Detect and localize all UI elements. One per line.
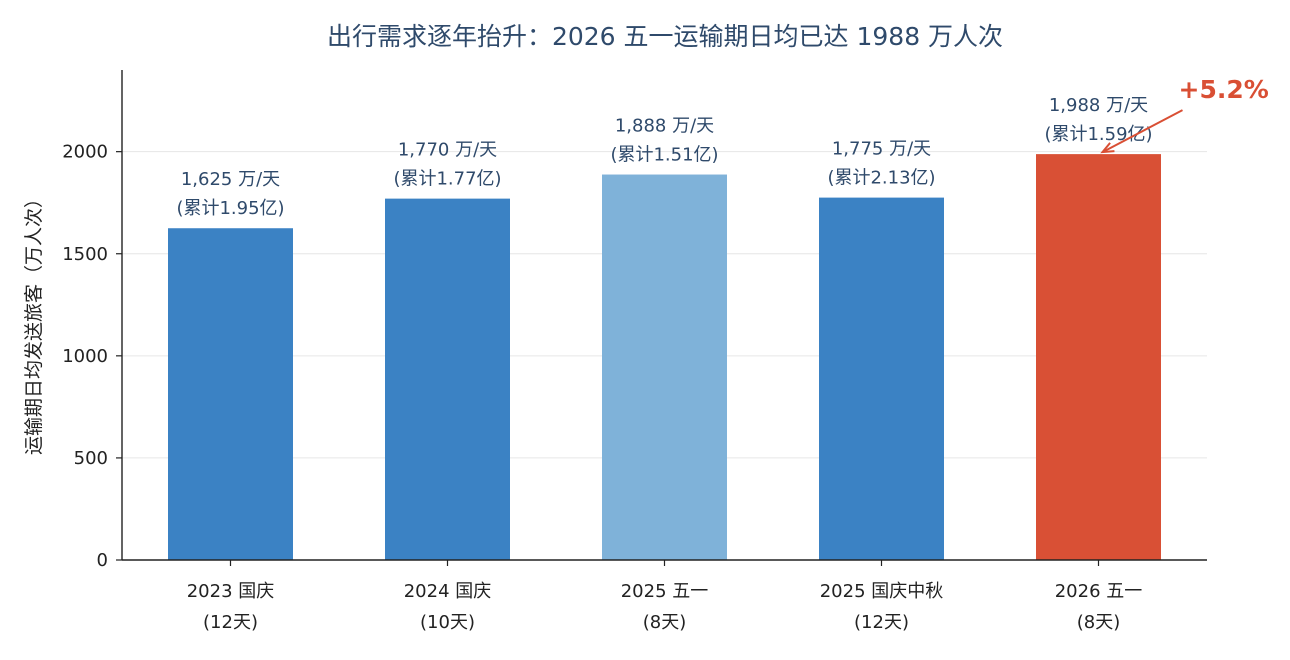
bar	[1036, 154, 1161, 560]
x-ticks-group: 2023 国庆 (12天) 2024 国庆 (10天) 2025 五一 (8天) 2025 …	[187, 560, 1143, 633]
x-tick-label: 2025 五一	[621, 581, 709, 602]
data-label-total: (累计2.13亿)	[827, 168, 935, 189]
x-tick-sublabel: (12天)	[854, 612, 909, 633]
x-tick-label: 2023 国庆	[187, 581, 275, 602]
data-label-total: (累计1.51亿)	[610, 145, 718, 166]
bar	[819, 197, 944, 560]
bar	[602, 174, 727, 561]
x-tick-sublabel: (8天)	[1077, 612, 1121, 633]
data-label-daily: 1,625 万/天	[181, 169, 280, 190]
data-label-daily: 1,988 万/天	[1049, 95, 1148, 116]
data-label-total: (累计1.95亿)	[176, 198, 284, 219]
y-tick-label: 0	[97, 550, 108, 571]
x-tick-label: 2026 五一	[1055, 581, 1143, 602]
annotation-text: +5.2%	[1179, 75, 1269, 104]
bar	[168, 228, 293, 560]
y-ticks-group: 0 500 1000 1500 2000	[62, 142, 122, 571]
x-tick-sublabel: (12天)	[203, 612, 258, 633]
x-tick-label: 2024 国庆	[404, 581, 492, 602]
data-label-total: (累计1.77亿)	[393, 169, 501, 190]
x-tick-sublabel: (10天)	[420, 612, 475, 633]
y-tick-label: 1000	[62, 346, 108, 367]
data-labels-group: 1,625 万/天 (累计1.95亿) 1,770 万/天 (累计1.77亿) 1,88…	[176, 95, 1152, 219]
y-tick-label: 2000	[62, 142, 108, 163]
y-tick-label: 500	[74, 448, 108, 469]
bar	[385, 198, 510, 560]
annotation-arrow-line	[1102, 109, 1183, 154]
data-label-daily: 1,770 万/天	[398, 140, 497, 161]
data-label-daily: 1,775 万/天	[832, 139, 931, 160]
data-label-daily: 1,888 万/天	[615, 116, 714, 137]
chart-title: 出行需求逐年抬升：2026 五一运输期日均已达 1988 万人次	[327, 22, 1003, 51]
y-axis-label: 运输期日均发送旅客（万人次）	[23, 189, 45, 455]
bars-group	[168, 154, 1161, 561]
annotation-arrow-head	[1100, 142, 1115, 154]
annotation-group: +5.2%	[1100, 75, 1269, 154]
x-tick-sublabel: (8天)	[643, 612, 687, 633]
y-tick-label: 1500	[62, 244, 108, 265]
x-tick-label: 2025 国庆中秋	[820, 581, 944, 602]
